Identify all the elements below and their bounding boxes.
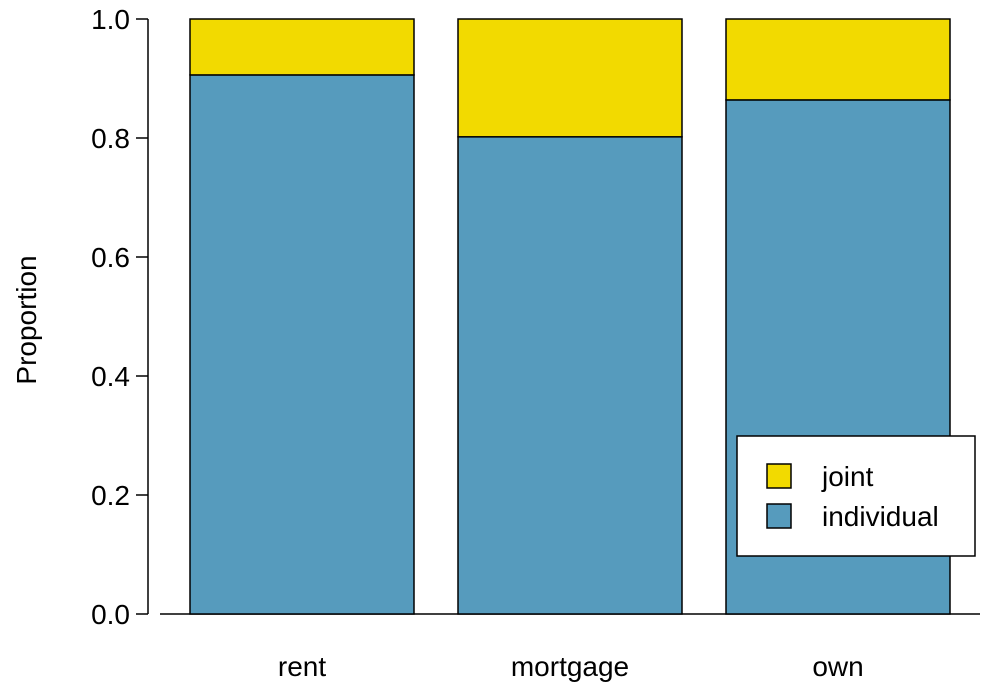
legend-label-joint: joint [821, 461, 874, 492]
legend-swatch-joint [766, 463, 792, 489]
bar-joint-own [725, 18, 951, 101]
bar-individual-mortgage [457, 136, 683, 615]
bar-joint-rent [189, 18, 415, 76]
legend-swatch-individual [766, 503, 792, 529]
legend-label-individual: individual [822, 501, 939, 532]
y-tick-label: 0.4 [91, 361, 130, 392]
y-tick-label: 0.8 [91, 123, 130, 154]
x-axis-labels: rent mortgage own [278, 651, 864, 682]
bar-joint-mortgage [457, 18, 683, 138]
y-tick-label: 0.0 [91, 599, 130, 630]
x-tick-label-own: own [812, 651, 863, 682]
legend-box [736, 435, 976, 557]
x-tick-label-mortgage: mortgage [511, 651, 629, 682]
y-axis-title: Proportion [11, 255, 42, 384]
y-axis: 0.0 0.2 0.4 0.6 0.8 1.0 [91, 4, 980, 630]
y-tick-label: 0.6 [91, 242, 130, 273]
bar-individual-rent [189, 74, 415, 615]
x-tick-label-rent: rent [278, 651, 326, 682]
y-tick-label: 1.0 [91, 4, 130, 35]
y-tick-label: 0.2 [91, 480, 130, 511]
legend: joint individual [736, 435, 976, 557]
